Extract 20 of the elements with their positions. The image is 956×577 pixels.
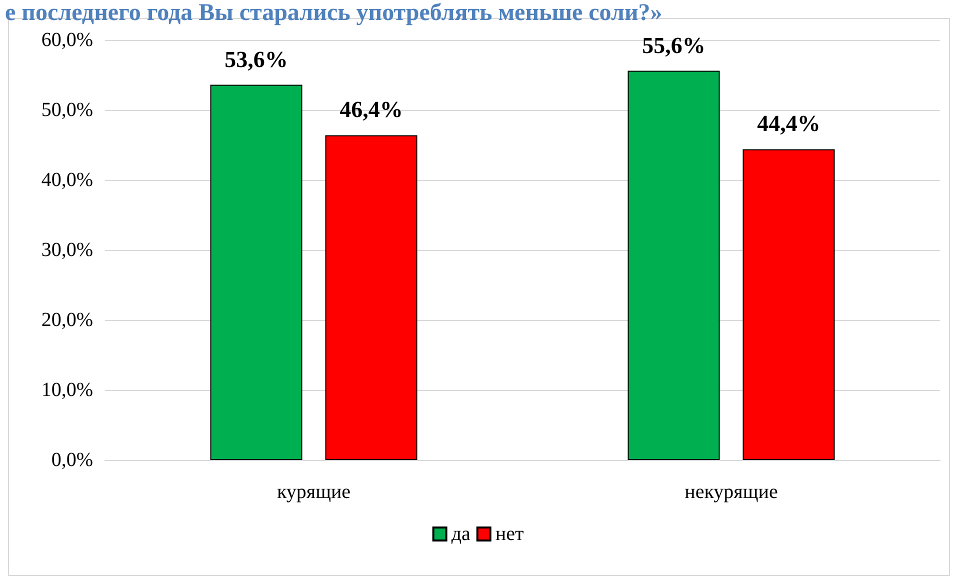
text: 53,6%	[224, 46, 288, 72]
bar	[742, 149, 835, 460]
y-tick-label: 60,0%	[41, 29, 93, 51]
text: 46,4%	[340, 97, 403, 122]
bar	[325, 135, 418, 460]
y-tick-label: 30,0%	[41, 239, 93, 261]
y-tick-label: 10,0%	[41, 379, 93, 401]
y-tick-label: 50,0%	[41, 99, 93, 121]
chart-title: е последнего года Вы старались употреблять меньше соли?»	[5, 0, 662, 26]
x-tick-label: некурящие	[684, 481, 778, 503]
legend-label: нет	[495, 523, 524, 545]
bar	[210, 84, 302, 460]
y-tick-label: 20,0%	[41, 309, 93, 331]
y-tick-label: 0,0%	[51, 449, 93, 471]
text: 44,4%	[757, 111, 820, 136]
legend-label: да	[451, 523, 470, 545]
x-tick-label: курящие	[276, 481, 351, 503]
y-tick-label: 40,0%	[41, 169, 93, 191]
text: 55,6%	[642, 32, 706, 58]
bar	[628, 70, 720, 460]
